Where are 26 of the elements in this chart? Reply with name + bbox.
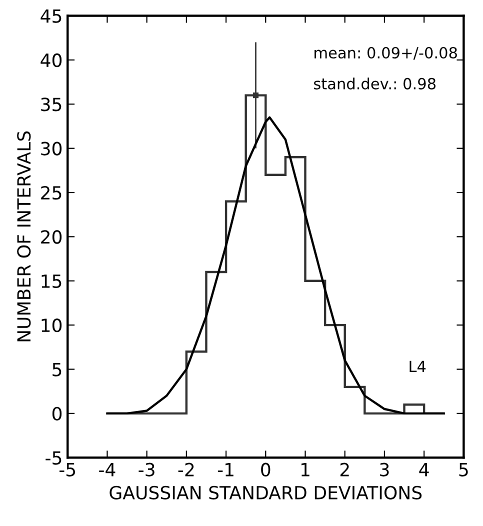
x-tick-label: 4: [419, 463, 429, 476]
annotation: L4: [410, 360, 426, 372]
y-tick-label: 30: [41, 142, 62, 156]
y-tick-label: 5: [52, 362, 62, 376]
x-tick-label: -2: [178, 462, 194, 476]
y-tick-label: 20: [41, 230, 62, 244]
y-tick-label: 25: [41, 186, 62, 200]
x-tick-label: 3: [380, 462, 389, 476]
y-tick-label: 15: [42, 274, 62, 288]
x-tick-label: 1: [301, 463, 310, 476]
x-tick-label: 2: [340, 462, 349, 476]
y-axis-title: NUMBER OF INTERVALS: [17, 131, 31, 342]
x-tick-label: -3: [138, 462, 154, 476]
x-tick-label: -1: [218, 463, 234, 476]
x-axis-title: GAUSSIAN STANDARD DEVIATIONS: [110, 486, 422, 500]
y-tick-label: 0: [52, 406, 62, 421]
x-tick-label: 0: [261, 462, 270, 476]
annotation: mean: 0.09+/-0.08: [314, 46, 457, 60]
y-tick-label: 45: [40, 9, 62, 23]
y-tick-label: -5: [46, 451, 62, 465]
y-tick-label: 10: [42, 318, 62, 332]
y-tick-label: 35: [41, 98, 62, 112]
y-tick-label: 40: [40, 53, 62, 68]
x-tick-label: -4: [99, 463, 116, 476]
annotation: stand.dev.: 0.98: [314, 78, 436, 90]
x-tick-label: 5: [459, 463, 468, 476]
